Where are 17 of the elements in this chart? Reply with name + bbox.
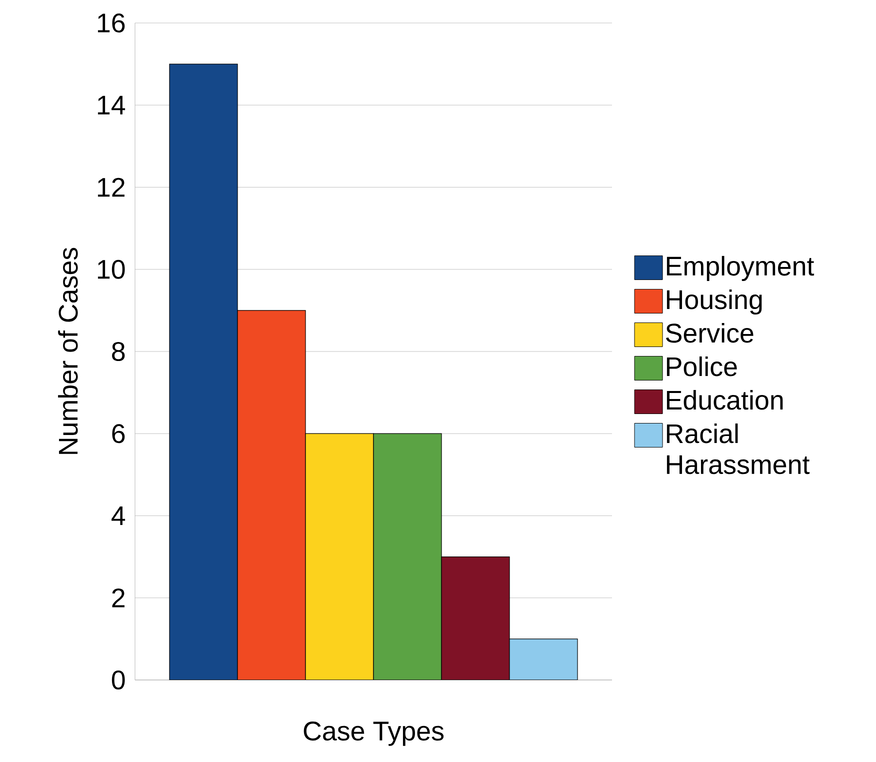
y-tick-label: 4	[112, 506, 126, 525]
y-tick-label: 10	[98, 260, 125, 279]
y-tick-label: 14	[98, 96, 126, 114]
y-tick-label: 8	[112, 342, 125, 362]
legend-label: Police	[666, 356, 737, 376]
legend-label: Education	[666, 390, 783, 410]
legend-label: Employment	[666, 256, 814, 282]
y-axis-title: Number of Cases	[58, 248, 78, 454]
y-tick-label: 12	[98, 178, 124, 197]
y-tick-label: 2	[112, 588, 124, 608]
x-axis-title: Case Types	[304, 722, 444, 746]
legend-label: Racial Harassment	[666, 423, 810, 474]
y-tick-label: 6	[112, 424, 125, 444]
y-tick-label: 0	[112, 670, 125, 690]
legend-label: Service	[666, 322, 754, 343]
y-tick-label: 16	[98, 13, 125, 33]
legend-label: Housing	[666, 289, 762, 315]
